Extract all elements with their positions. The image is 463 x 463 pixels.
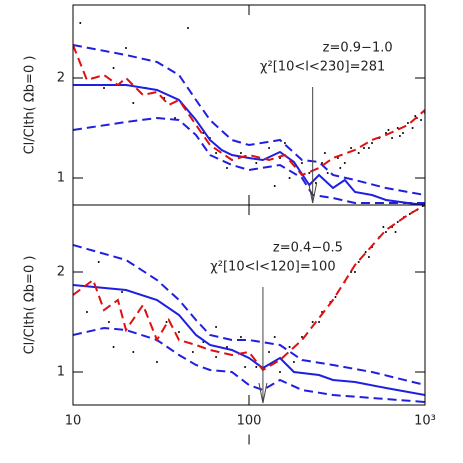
data-point xyxy=(367,256,370,258)
data-point xyxy=(124,47,127,49)
data-point xyxy=(165,321,168,323)
data-point xyxy=(255,162,258,164)
data-point xyxy=(239,152,242,154)
data-point xyxy=(396,221,399,223)
data-point xyxy=(300,162,303,164)
data-point xyxy=(255,366,258,368)
data-point xyxy=(353,271,356,273)
data-point xyxy=(226,167,229,169)
data-point xyxy=(367,147,370,149)
data-point xyxy=(420,119,423,121)
data-point xyxy=(278,371,281,373)
data-point xyxy=(402,132,405,134)
data-point xyxy=(339,167,342,169)
data-point xyxy=(244,366,247,368)
data-point xyxy=(288,177,291,179)
data-point xyxy=(215,152,218,154)
data-point xyxy=(382,226,385,228)
annotation: z=0.9−1.0 xyxy=(323,41,393,56)
data-point xyxy=(308,172,311,174)
data-point xyxy=(343,162,346,164)
data-point xyxy=(132,102,135,104)
data-point xyxy=(226,346,229,348)
data-point xyxy=(318,321,321,323)
annotation: χ²[10<l<230]=281 xyxy=(260,60,385,75)
data-point xyxy=(364,251,367,253)
data-point xyxy=(79,22,82,24)
x-axis-label: l xyxy=(247,434,251,449)
data-point xyxy=(186,27,189,29)
data-point xyxy=(384,132,387,134)
y-tick-label: 1 xyxy=(57,365,65,380)
y-tick-label: 1 xyxy=(57,171,65,186)
data-point xyxy=(112,346,115,348)
panel-frame xyxy=(72,4,426,206)
dashed-line xyxy=(73,244,425,386)
data-point xyxy=(387,129,390,131)
data-point xyxy=(174,117,177,119)
data-point xyxy=(239,336,242,338)
data-point xyxy=(311,321,314,323)
data-point xyxy=(215,356,218,358)
y-tick-label: 2 xyxy=(57,265,65,280)
y-axis-label: Cl/Clth( Ωb=0 ) xyxy=(23,256,38,355)
data-point xyxy=(323,152,326,154)
data-point xyxy=(362,147,365,149)
data-point xyxy=(300,336,303,338)
data-point xyxy=(334,296,337,298)
plot-area xyxy=(73,22,425,205)
data-point xyxy=(371,142,374,144)
dashed-line xyxy=(73,205,425,372)
data-point xyxy=(414,115,417,117)
data-point xyxy=(268,351,271,353)
dashed-line xyxy=(73,326,425,403)
annotation: χ²[10<l<120]=100 xyxy=(210,260,335,275)
data-point xyxy=(398,135,401,137)
data-point xyxy=(112,67,115,69)
x-tick-label: 100 xyxy=(237,414,262,429)
data-point xyxy=(273,185,276,187)
data-point xyxy=(177,331,180,333)
data-point xyxy=(102,87,105,89)
data-point xyxy=(215,326,218,328)
data-point xyxy=(273,336,276,338)
x-tick-label: 10 xyxy=(65,414,82,429)
data-point xyxy=(288,346,291,348)
y-axis-label: Cl/Clth( Ωb=0 ) xyxy=(23,56,38,155)
x-tick-label: 10³ xyxy=(414,414,436,429)
data-point xyxy=(121,291,124,293)
data-point xyxy=(191,351,194,353)
arrow-head xyxy=(308,182,318,204)
data-point xyxy=(283,142,286,144)
data-point xyxy=(384,231,387,233)
data-point xyxy=(357,152,360,154)
dashed-line xyxy=(73,116,425,204)
annotation: z=0.4−0.5 xyxy=(273,241,343,256)
model-line xyxy=(73,284,425,396)
data-point xyxy=(357,261,360,263)
arrow-head xyxy=(258,382,268,404)
data-point xyxy=(107,321,110,323)
data-point xyxy=(391,137,394,139)
dashed-line xyxy=(73,44,425,196)
data-point xyxy=(132,351,135,353)
data-point xyxy=(97,261,100,263)
data-point xyxy=(350,147,353,149)
data-point xyxy=(268,147,271,149)
data-point xyxy=(292,361,295,363)
data-point xyxy=(155,361,158,363)
data-point xyxy=(326,172,329,174)
data-point xyxy=(406,122,409,124)
data-point xyxy=(336,157,339,159)
panel-frame xyxy=(72,204,426,406)
data-point xyxy=(408,213,411,215)
dashed-line xyxy=(73,44,425,177)
plot-area xyxy=(73,205,425,403)
data-point xyxy=(85,311,88,313)
y-tick-label: 2 xyxy=(57,71,65,86)
data-point xyxy=(411,127,414,129)
data-point xyxy=(394,231,397,233)
